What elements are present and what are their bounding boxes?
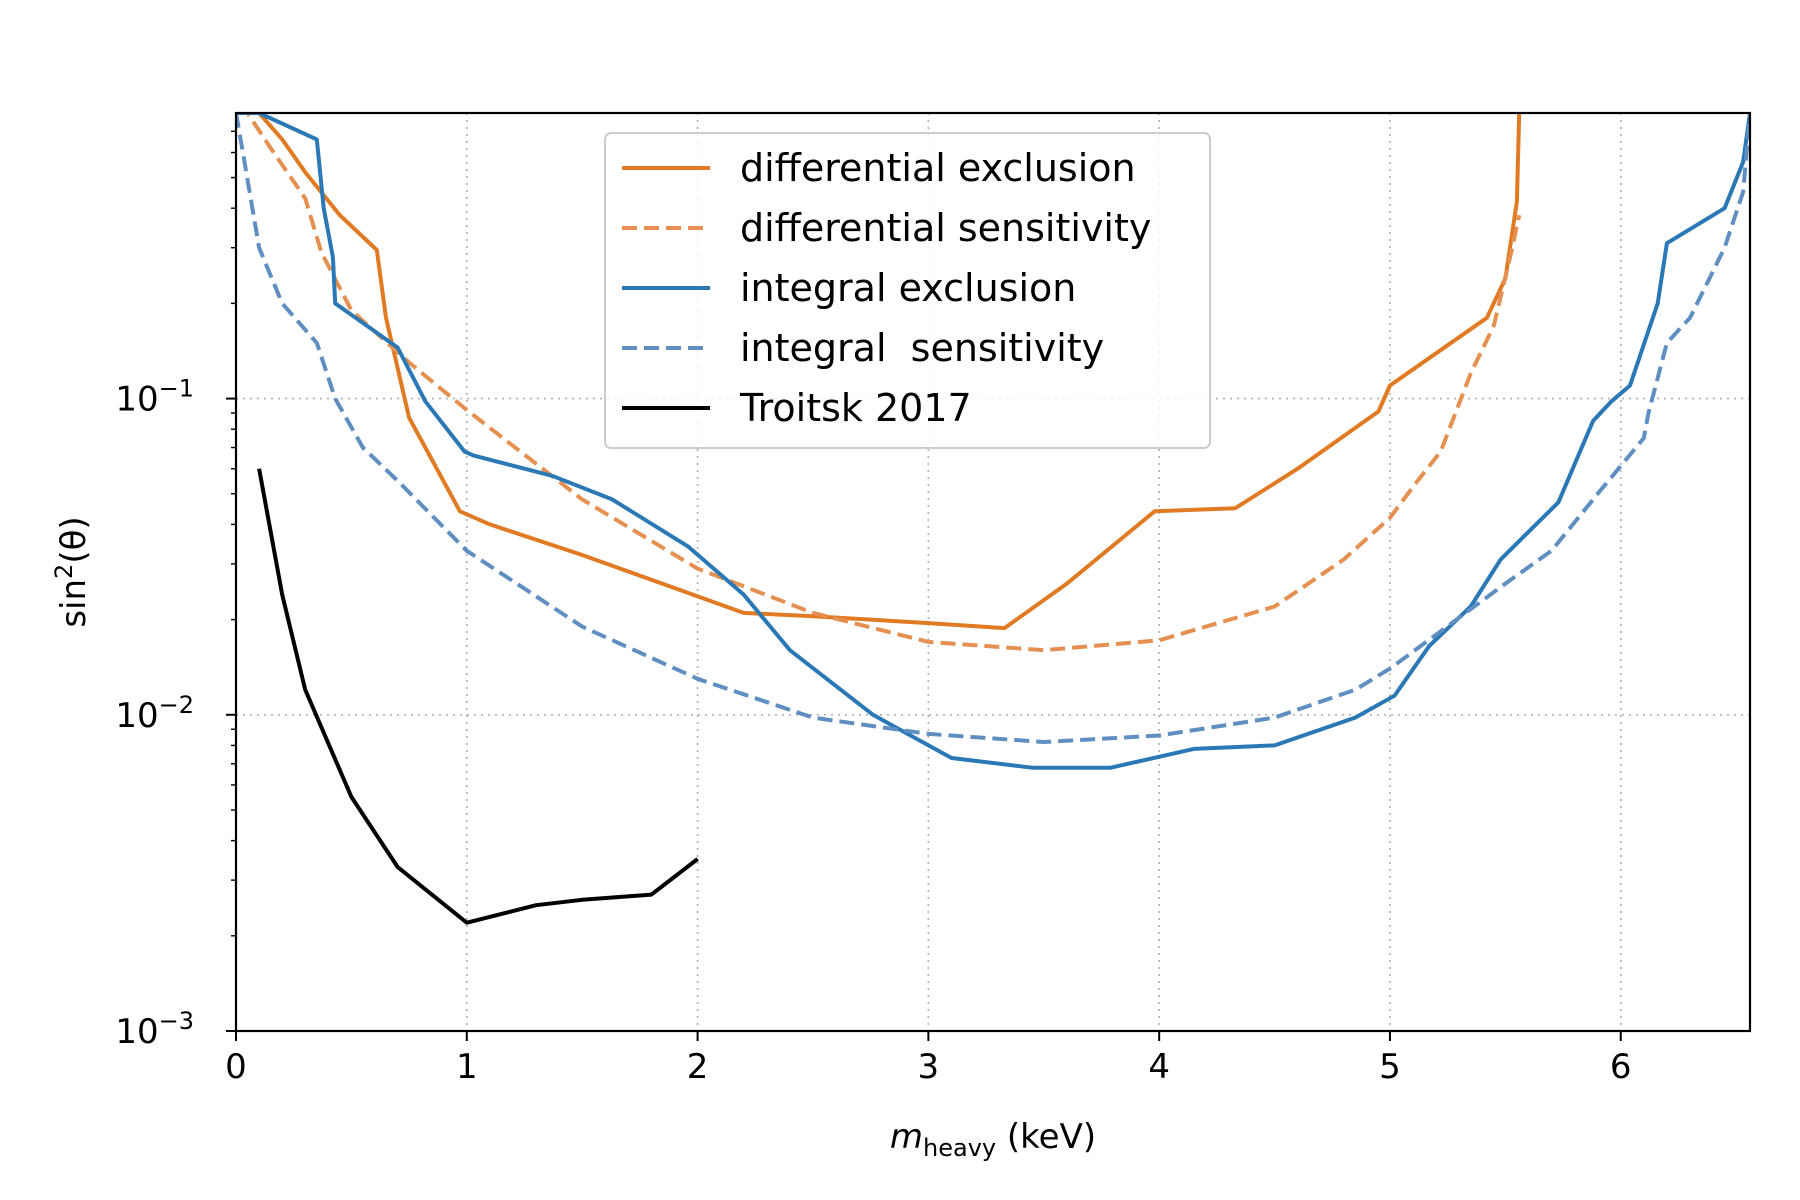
x-tick-label: 2: [687, 1047, 709, 1087]
y-axis-label-rest: (θ): [54, 516, 94, 563]
y-axis-label: sin2(θ): [50, 516, 94, 627]
legend-label-5: Troitsk 2017: [739, 386, 972, 430]
y-tick-label: 10−3: [115, 1007, 194, 1052]
x-tick-label: 6: [1610, 1047, 1632, 1087]
y-tick-label: 10−1: [115, 375, 194, 420]
tick-layer: 0 1 2 3 4 5 6 10−3 10−2 10−1: [115, 130, 1632, 1087]
x-tick-label: 4: [1148, 1047, 1170, 1087]
plot-frame: [234, 111, 1752, 1033]
legend-label-2: differential sensitivity: [740, 206, 1151, 250]
x-axis-label-unit: (keV): [996, 1117, 1096, 1157]
legend-label-3: integral exclusion: [740, 266, 1076, 310]
legend-label-4: integral sensitivity: [740, 326, 1104, 370]
legend-box: [604, 132, 1211, 449]
series-line-5: [257, 468, 699, 925]
series-layer: [236, 113, 1750, 925]
legend: differential exclusion differential sensi…: [604, 132, 1211, 449]
x-tick-label: 5: [1379, 1047, 1401, 1087]
y-axis-label-sup: 2: [50, 564, 78, 579]
legend-label-1: differential exclusion: [740, 146, 1136, 190]
x-axis-label-main: m: [890, 1117, 923, 1157]
series-line-1: [236, 113, 1522, 631]
x-tick-label: 0: [225, 1047, 247, 1087]
series-line-3: [236, 113, 1750, 770]
y-axis-label-main: sin: [54, 579, 94, 628]
series-line-4: [236, 113, 1750, 744]
x-tick-label: 1: [456, 1047, 478, 1087]
x-tick-label: 3: [918, 1047, 940, 1087]
y-tick-label: 10−2: [115, 691, 194, 736]
x-axis-label-sub: heavy: [923, 1134, 996, 1162]
x-axis-label: mheavy (keV): [890, 1117, 1096, 1162]
series-line-2: [236, 113, 1522, 653]
